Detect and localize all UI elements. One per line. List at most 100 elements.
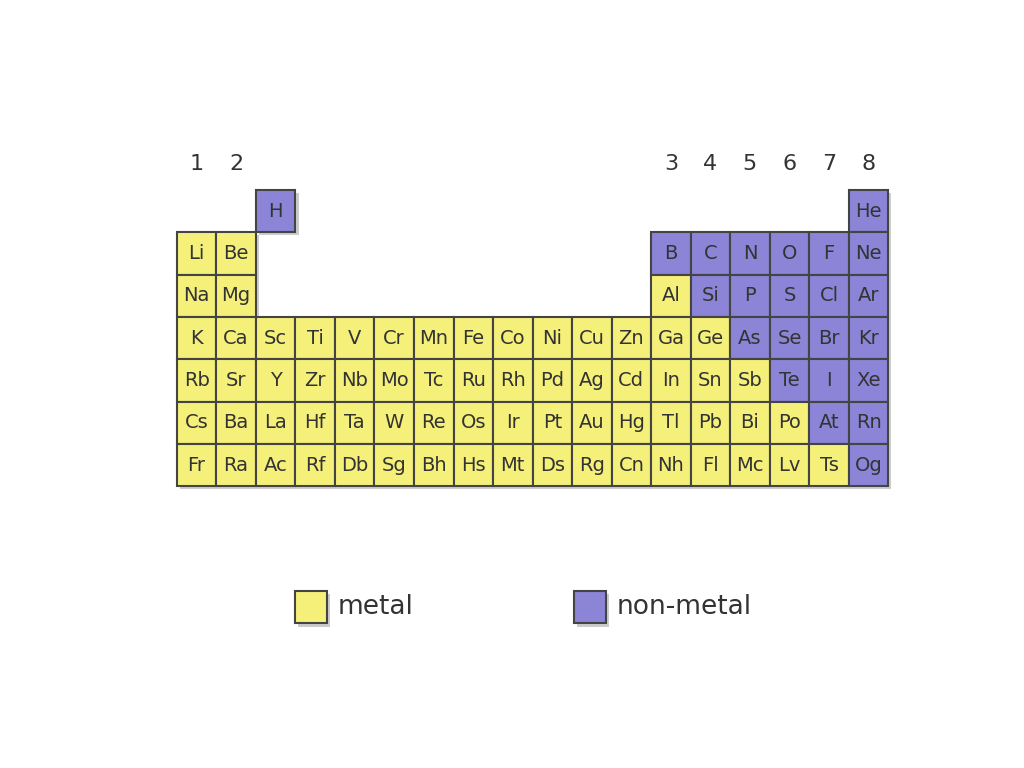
Bar (651, 317, 690, 359)
Text: Pb: Pb (698, 413, 722, 432)
Text: Ts: Ts (819, 455, 839, 475)
Bar (259, 193, 299, 235)
Bar (614, 405, 654, 447)
Text: In: In (662, 371, 680, 390)
Text: Fr: Fr (187, 455, 206, 475)
Bar (733, 235, 773, 278)
Bar (730, 317, 770, 359)
Bar (733, 447, 773, 489)
Text: Bh: Bh (421, 455, 446, 475)
Bar (299, 447, 338, 489)
Text: Ru: Ru (461, 371, 485, 390)
Bar (651, 444, 690, 486)
Bar (690, 275, 730, 317)
Text: Db: Db (341, 455, 369, 475)
Bar (575, 320, 614, 362)
Bar (773, 405, 812, 447)
Bar (654, 362, 693, 405)
Text: Ga: Ga (657, 329, 684, 348)
Bar (809, 232, 849, 275)
Bar (849, 232, 888, 275)
Bar (690, 359, 730, 402)
Text: Ac: Ac (264, 455, 288, 475)
Text: Rb: Rb (183, 371, 210, 390)
Text: Cn: Cn (618, 455, 644, 475)
Text: non-metal: non-metal (617, 594, 753, 621)
Bar (611, 317, 651, 359)
Bar (575, 362, 614, 405)
Bar (773, 278, 812, 320)
Bar (693, 405, 733, 447)
Bar (572, 402, 611, 444)
Text: Nb: Nb (341, 371, 368, 390)
Bar (654, 405, 693, 447)
Text: H: H (268, 202, 283, 220)
Text: 1: 1 (189, 154, 204, 174)
Text: Be: Be (223, 244, 249, 263)
Bar (693, 447, 733, 489)
Bar (177, 317, 216, 359)
Text: Bi: Bi (740, 413, 760, 432)
Bar (496, 320, 536, 362)
Text: Ti: Ti (307, 329, 324, 348)
Bar (295, 317, 335, 359)
Text: At: At (818, 413, 840, 432)
Bar (852, 405, 891, 447)
Bar (216, 359, 256, 402)
Bar (180, 320, 219, 362)
Bar (773, 362, 812, 405)
Bar (496, 362, 536, 405)
Bar (180, 405, 219, 447)
Text: As: As (738, 329, 762, 348)
Bar (180, 235, 219, 278)
Bar (177, 402, 216, 444)
Bar (532, 317, 572, 359)
Text: Rh: Rh (500, 371, 525, 390)
Text: 2: 2 (229, 154, 243, 174)
Text: Ba: Ba (223, 413, 249, 432)
Bar (338, 405, 378, 447)
Text: Zr: Zr (304, 371, 326, 390)
Bar (614, 447, 654, 489)
Bar (378, 447, 417, 489)
Bar (299, 405, 338, 447)
Bar (812, 447, 852, 489)
Bar (256, 402, 295, 444)
Text: C: C (703, 244, 717, 263)
Text: F: F (823, 244, 835, 263)
Bar (770, 317, 809, 359)
Bar (219, 405, 259, 447)
Text: Rf: Rf (305, 455, 326, 475)
Bar (335, 402, 375, 444)
Bar (295, 591, 328, 624)
Bar (496, 447, 536, 489)
Bar (773, 320, 812, 362)
Text: V: V (348, 329, 361, 348)
Bar (259, 447, 299, 489)
Bar (454, 317, 493, 359)
Bar (335, 359, 375, 402)
Text: 5: 5 (742, 154, 757, 174)
Text: W: W (385, 413, 403, 432)
Bar (414, 359, 454, 402)
Text: Nh: Nh (657, 455, 684, 475)
Bar (849, 444, 888, 486)
Text: Hf: Hf (304, 413, 326, 432)
Bar (770, 232, 809, 275)
Bar (259, 320, 299, 362)
Bar (733, 362, 773, 405)
Bar (572, 444, 611, 486)
Text: Sg: Sg (382, 455, 407, 475)
Bar (651, 359, 690, 402)
Text: Ir: Ir (506, 413, 519, 432)
Bar (849, 359, 888, 402)
Bar (651, 275, 690, 317)
Text: Lv: Lv (778, 455, 801, 475)
Bar (493, 444, 532, 486)
Bar (180, 447, 219, 489)
Bar (338, 362, 378, 405)
Bar (417, 447, 457, 489)
Bar (654, 278, 693, 320)
Bar (493, 402, 532, 444)
Text: Ds: Ds (540, 455, 565, 475)
